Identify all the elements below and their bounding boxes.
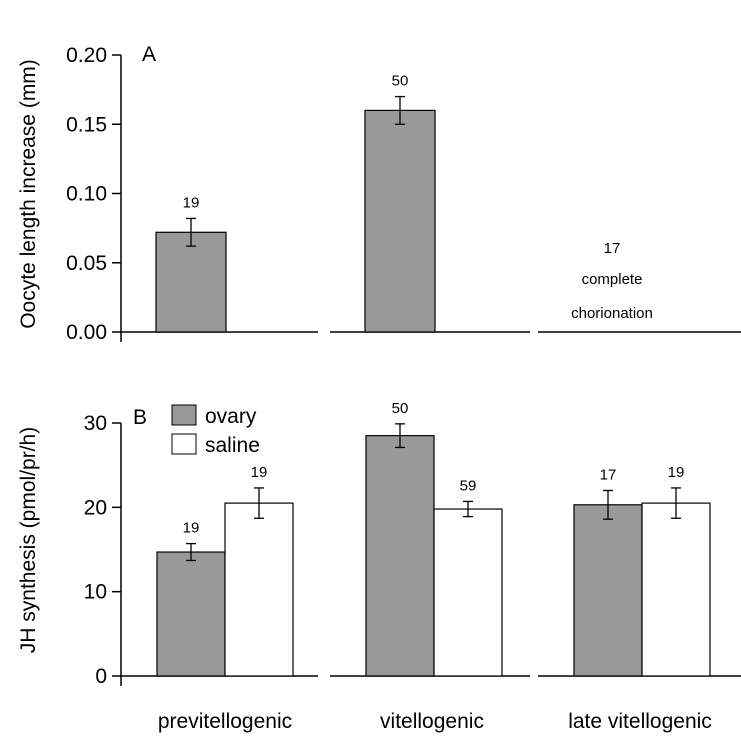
panel-b-bar-previtellogenic-ovary — [156, 551, 226, 677]
panel-a-n-label: 50 — [392, 73, 409, 90]
legend: ovary saline — [171, 404, 260, 457]
panel-a-y-axis-label: Oocyte length increase (mm) — [17, 59, 40, 329]
panel-b-y-axis-label: JH synthesis (pmol/pr/h) — [17, 427, 40, 653]
panel-b-n-label: 19 — [251, 464, 268, 481]
legend-swatch-saline — [171, 433, 197, 455]
panel-b-bar-previtellogenic-saline — [224, 502, 294, 677]
panel-b: B JH synthesis (pmol/pr/h) ovary saline … — [17, 400, 741, 688]
panel-a-n-label: 19 — [183, 194, 200, 211]
panel-a-y-tick-label: 0.15 — [66, 113, 107, 136]
x-category-labels: previtellogenic vitellogenic late vitell… — [158, 710, 712, 733]
panel-a-bar-previtellogenic — [155, 231, 227, 333]
panel-a-y-tick-label: 0.00 — [66, 321, 107, 344]
panel-b-n-label: 17 — [600, 466, 617, 483]
panel-a-y-tick-label: 0.10 — [66, 183, 107, 206]
panel-b-bar-late-vitellogenic-saline — [641, 502, 711, 677]
legend-label-ovary: ovary — [205, 405, 257, 428]
panel-b-y-tick-label: 30 — [84, 412, 107, 435]
legend-label-saline: saline — [205, 434, 260, 457]
panel-a: A Oocyte length increase (mm) complete c… — [17, 43, 741, 344]
panel-a-bar-vitellogenic — [364, 109, 436, 333]
panel-b-y-tick-label: 10 — [84, 581, 107, 604]
panel-b-bar-vitellogenic-saline — [433, 508, 503, 677]
no-growth-annotation-line-1: complete — [582, 271, 643, 288]
panel-a-label: A — [142, 43, 156, 66]
category-label-previtellogenic: previtellogenic — [158, 710, 292, 733]
panel-b-bar-vitellogenic-ovary — [365, 435, 435, 677]
panel-b-n-label: 50 — [392, 400, 409, 417]
no-growth-annotation-line-2: chorionation — [571, 305, 653, 322]
category-label-vitellogenic: vitellogenic — [380, 710, 484, 733]
panel-b-label: B — [133, 406, 147, 429]
panel-b-y-tick-label: 0 — [95, 665, 107, 688]
panel-b-bar-late-vitellogenic-ovary — [573, 504, 643, 677]
legend-swatch-ovary — [171, 404, 197, 426]
panel-a-n-label-late-vitellogenic: 17 — [604, 240, 621, 257]
category-label-late-vitellogenic: late vitellogenic — [568, 710, 712, 733]
panel-b-n-label: 19 — [183, 520, 200, 537]
panel-b-n-label: 19 — [668, 464, 685, 481]
panel-b-y-tick-label: 20 — [84, 496, 107, 519]
panel-b-n-label: 59 — [460, 477, 477, 494]
panel-a-y-tick-label: 0.05 — [66, 252, 107, 275]
panel-a-y-tick-label: 0.20 — [66, 44, 107, 67]
